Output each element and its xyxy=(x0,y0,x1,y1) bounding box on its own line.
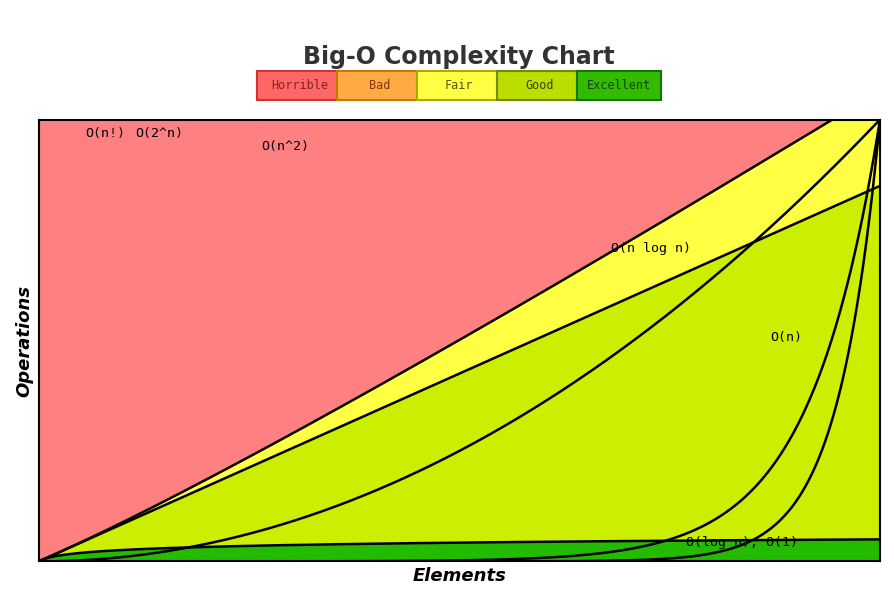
Text: Horrible: Horrible xyxy=(271,79,327,92)
Title: Big-O Complexity Chart: Big-O Complexity Chart xyxy=(303,45,614,69)
Y-axis label: Operations: Operations xyxy=(15,284,33,397)
FancyBboxPatch shape xyxy=(257,71,342,100)
Text: O(n^2): O(n^2) xyxy=(261,140,309,154)
FancyBboxPatch shape xyxy=(417,71,501,100)
Text: Fair: Fair xyxy=(444,79,473,92)
Text: Bad: Bad xyxy=(368,79,390,92)
Text: O(n!): O(n!) xyxy=(85,127,124,140)
Text: O(n): O(n) xyxy=(770,331,802,343)
Text: O(n log n): O(n log n) xyxy=(610,242,690,255)
Text: O(log n), O(1): O(log n), O(1) xyxy=(686,536,797,549)
Text: O(2^n): O(2^n) xyxy=(135,127,183,140)
Text: Good: Good xyxy=(525,79,552,92)
FancyBboxPatch shape xyxy=(337,71,421,100)
FancyBboxPatch shape xyxy=(496,71,580,100)
FancyBboxPatch shape xyxy=(577,71,661,100)
Text: Excellent: Excellent xyxy=(586,79,651,92)
X-axis label: Elements: Elements xyxy=(412,567,506,585)
